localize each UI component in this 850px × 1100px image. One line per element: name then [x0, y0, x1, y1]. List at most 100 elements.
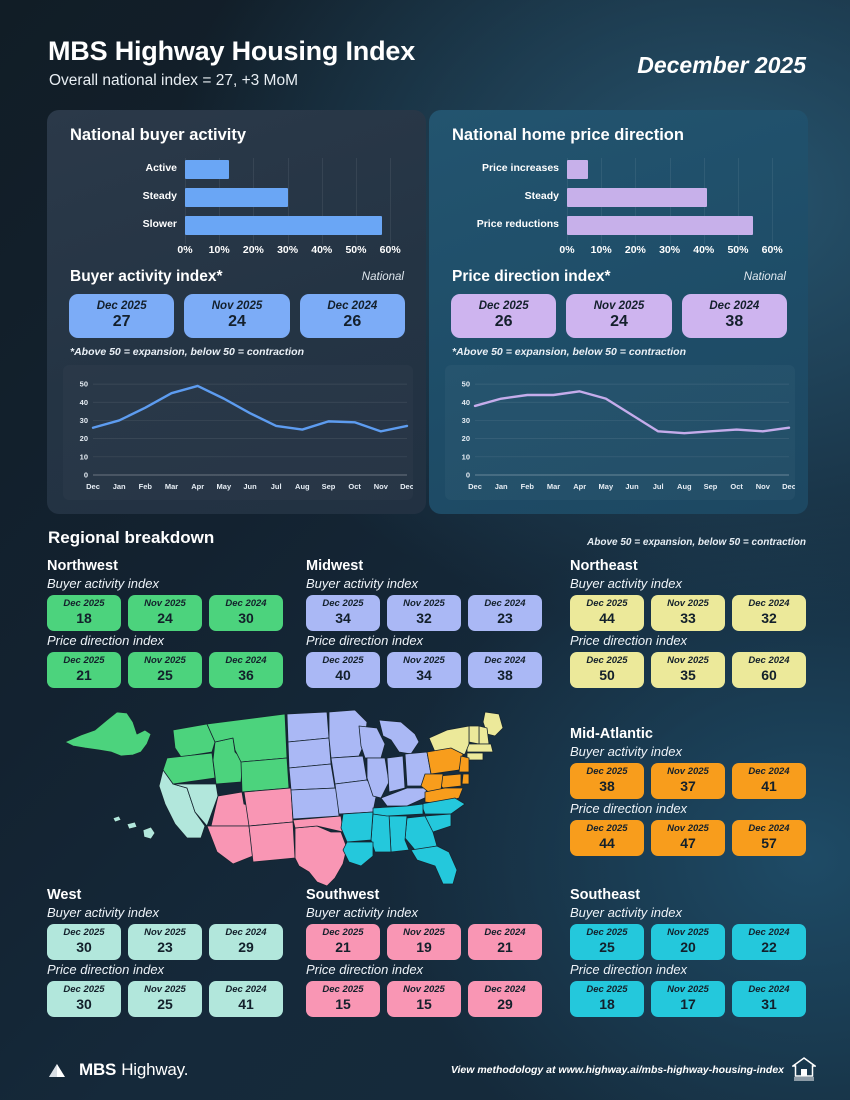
region-name: West [47, 887, 82, 903]
metric-card: Dec 2025 15 [306, 981, 380, 1017]
metric-value: 23 [157, 939, 173, 956]
metric-period: Nov 2025 [667, 927, 709, 939]
map-region-arkansas [340, 811, 374, 843]
index-pill: Nov 2025 24 [566, 294, 672, 338]
map-region-iowa [330, 755, 368, 785]
metric-period: Dec 2024 [225, 927, 267, 939]
map-region-louisiana [342, 841, 374, 867]
y-tick-label: 20 [462, 434, 470, 443]
bar-label: Steady [142, 190, 177, 202]
bar-row: Price increases [447, 158, 792, 182]
buyer-card-row: Dec 2025 21 Nov 2025 19 Dec 2024 21 [306, 924, 542, 960]
buyer-index-label: Buyer activity index [306, 576, 418, 591]
metric-period: Nov 2025 [667, 598, 709, 610]
price-line-svg: 0 10 20 30 40 50 Dec Jan Feb Mar Apr May Jun Jul Aug Se… [462, 380, 795, 491]
metric-card: Nov 2025 23 [128, 924, 202, 960]
metric-card: Nov 2025 19 [387, 924, 461, 960]
map-region-virginia [424, 787, 464, 805]
metric-value: 60 [761, 667, 777, 684]
x-tick-label: Aug [295, 482, 310, 491]
map-region-wisconsin [358, 725, 386, 759]
metric-card: Nov 2025 25 [128, 981, 202, 1017]
logo-wordmark: MBS Highway. [79, 1060, 188, 1080]
metric-card: Nov 2025 37 [651, 763, 725, 799]
metric-card: Nov 2025 20 [651, 924, 725, 960]
y-tick-label: 50 [80, 380, 88, 389]
map-region-pennsylvania [426, 747, 464, 775]
x-tick-label: Feb [139, 482, 153, 491]
bar-track [567, 216, 779, 235]
buyer-card-row: Dec 2025 38 Nov 2025 37 Dec 2024 41 [570, 763, 806, 799]
metric-card: Dec 2025 50 [570, 652, 644, 688]
x-tick-label: Apr [191, 482, 204, 491]
map-region-michigan [378, 719, 420, 755]
index-pill: Dec 2024 38 [681, 294, 787, 338]
buyer-index-title: Buyer activity index* [70, 268, 223, 285]
x-tick-label: Dec [468, 482, 482, 491]
bar-row: Price reductions [447, 214, 792, 238]
metric-value: 44 [599, 835, 615, 852]
pill-period: Nov 2025 [211, 300, 263, 313]
map-region-indiana [386, 755, 406, 793]
us-map-svg [64, 709, 504, 887]
metric-card: Dec 2024 60 [732, 652, 806, 688]
price-bar-x-axis: 0% 10% 20% 30% 40% 50% 60% [559, 244, 782, 260]
methodology-link[interactable]: View methodology at www.highway.ai/mbs-h… [450, 1064, 784, 1076]
price-card-row: Dec 2025 18 Nov 2025 17 Dec 2024 31 [570, 981, 806, 1017]
y-tick-label: 40 [80, 398, 88, 407]
pill-value: 26 [494, 313, 513, 331]
metric-card: Nov 2025 34 [387, 652, 461, 688]
metric-value: 17 [680, 996, 696, 1013]
metric-value: 50 [599, 667, 615, 684]
x-tick-label: Oct [348, 482, 361, 491]
bar-label: Steady [524, 190, 559, 202]
buyer-card-row: Dec 2025 44 Nov 2025 33 Dec 2024 32 [570, 595, 806, 631]
price-index-label: Price direction index [570, 801, 688, 816]
bar-fill [185, 216, 382, 235]
x-tick-label: Jul [653, 482, 664, 491]
pill-period: Dec 2024 [709, 300, 760, 313]
metric-card: Nov 2025 24 [128, 595, 202, 631]
axis-tick-label: 10% [590, 244, 612, 256]
metric-period: Dec 2024 [748, 823, 790, 835]
buyer-index-label: Buyer activity index [47, 905, 159, 920]
price-index-title: Price direction index* [452, 268, 611, 285]
metric-value: 32 [416, 610, 432, 627]
y-tick-label: 20 [80, 434, 88, 443]
price-card-row: Dec 2025 30 Nov 2025 25 Dec 2024 41 [47, 981, 283, 1017]
y-tick-label: 30 [80, 416, 88, 425]
metric-card: Dec 2024 23 [468, 595, 542, 631]
map-region-montana [206, 713, 288, 763]
price-card-row: Dec 2025 50 Nov 2025 35 Dec 2024 60 [570, 652, 806, 688]
x-tick-label: Dec [86, 482, 100, 491]
buyer-index-pills: Dec 2025 27 Nov 2025 24 Dec 2024 26 [69, 294, 405, 338]
y-tick-label: 30 [462, 416, 470, 425]
metric-value: 47 [680, 835, 696, 852]
map-region-oregon [162, 752, 216, 785]
page-title: MBS Highway Housing Index [48, 36, 416, 66]
us-regional-map [55, 700, 555, 890]
buyer-card-row: Dec 2025 25 Nov 2025 20 Dec 2024 22 [570, 924, 806, 960]
map-region-new-jersey [458, 755, 470, 773]
metric-period: Dec 2024 [484, 655, 526, 667]
axis-tick-label: 40% [311, 244, 333, 256]
metric-value: 18 [599, 996, 615, 1013]
price-index-line-chart: 0 10 20 30 40 50 Dec Jan Feb Mar Apr May Jun Jul Aug Se… [445, 365, 795, 500]
x-tick-label: Oct [730, 482, 743, 491]
map-region-alaska [64, 711, 152, 757]
bar-row: Steady [65, 186, 410, 210]
buyer-index-line-chart: 0 10 20 30 40 50 Dec Jan Feb Mar Apr May Jun Jul Aug Se… [63, 365, 413, 500]
price-card-row: Dec 2025 44 Nov 2025 47 Dec 2024 57 [570, 820, 806, 856]
y-tick-label: 50 [462, 380, 470, 389]
axis-tick-label: 20% [624, 244, 646, 256]
metric-card: Dec 2024 21 [468, 924, 542, 960]
price-card-row: Dec 2025 15 Nov 2025 15 Dec 2024 29 [306, 981, 542, 1017]
metric-value: 22 [761, 939, 777, 956]
metric-period: Nov 2025 [403, 927, 445, 939]
bar-label: Price increases [481, 162, 559, 174]
buyer-card-row: Dec 2025 18 Nov 2025 24 Dec 2024 30 [47, 595, 283, 631]
metric-period: Nov 2025 [144, 598, 186, 610]
map-region-mississippi [370, 813, 392, 853]
metric-value: 15 [416, 996, 432, 1013]
metric-period: Dec 2024 [748, 766, 790, 778]
